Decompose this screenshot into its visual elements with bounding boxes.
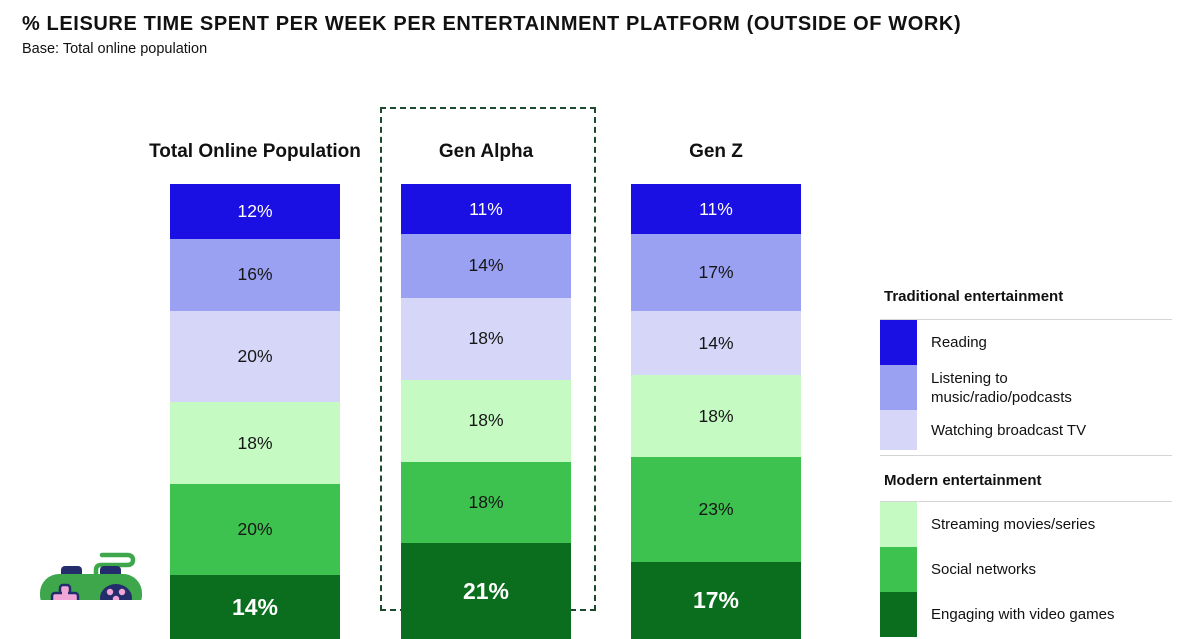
page-subtitle: Base: Total online population: [22, 41, 208, 57]
segment-value-label: 16%: [237, 264, 273, 285]
legend-item-label: Social networks: [931, 561, 1037, 578]
segment-reading: 12%: [170, 184, 340, 239]
segment-listening-to-music-radio-podcasts: 16%: [170, 238, 340, 312]
listening-to-music-radio-podcasts-swatch-icon: [880, 365, 917, 410]
segment-value-label: 14%: [698, 332, 734, 353]
legend-item-engaging-with-video-games: Engaging with video games: [880, 592, 1172, 637]
buttons-cluster-icon: [100, 584, 132, 600]
legend-item-label: Listening to music/radio/podcasts: [931, 369, 1072, 406]
legend-item-label: Reading: [931, 334, 987, 351]
segment-value-label: 18%: [468, 491, 504, 512]
game-controller-icon: [40, 552, 142, 600]
segment-value-label: 14%: [231, 593, 279, 620]
segment-streaming-movies-series: 18%: [170, 402, 340, 485]
bar-group-header-gen-z: Gen Z: [689, 141, 743, 162]
segment-value-label: 20%: [237, 519, 273, 540]
segment-watching-broadcast-tv: 18%: [401, 297, 571, 380]
segment-engaging-with-video-games: 17%: [631, 561, 801, 639]
segment-value-label: 18%: [237, 432, 273, 453]
segment-reading: 11%: [401, 184, 571, 235]
segment-value-label: 20%: [237, 346, 273, 367]
bar-stack-total-online-population: 12% 16% 20% 18% 20% 14%: [170, 184, 340, 639]
legend-section-traditional-entertainment: Traditional entertainment Reading Listenin…: [880, 288, 1172, 450]
legend-item-reading: Reading: [880, 320, 1172, 365]
segment-value-label: 18%: [698, 405, 734, 426]
legend-item-listening-to-music-radio-podcasts: Listening to music/radio/podcasts: [880, 365, 1172, 410]
segment-listening-to-music-radio-podcasts: 17%: [631, 234, 801, 312]
watching-broadcast-tv-swatch-icon: [880, 410, 917, 450]
bar-stack-gen-z: 11% 17% 14% 18% 23% 17%: [631, 184, 801, 639]
segment-social-networks: 18%: [401, 461, 571, 544]
segment-social-networks: 20%: [170, 484, 340, 576]
segment-engaging-with-video-games: 21%: [401, 543, 571, 639]
segment-value-label: 17%: [692, 586, 740, 613]
engaging-with-video-games-swatch-icon: [880, 592, 917, 637]
legend-item-label: Streaming movies/series: [931, 516, 1096, 533]
legend-item-watching-broadcast-tv: Watching broadcast TV: [880, 410, 1172, 450]
segment-value-label: 12%: [237, 200, 273, 221]
segment-value-label: 17%: [698, 262, 734, 283]
segment-watching-broadcast-tv: 14%: [631, 311, 801, 376]
segment-value-label: 11%: [699, 198, 733, 219]
legend-section-heading: Modern entertainment: [880, 472, 1172, 502]
segment-watching-broadcast-tv: 20%: [170, 311, 340, 403]
reading-swatch-icon: [880, 320, 917, 365]
bar-group-header-total-online-population: Total Online Population: [149, 141, 361, 162]
bar-group-header-gen-alpha: Gen Alpha: [438, 141, 534, 162]
legend-section-heading: Traditional entertainment: [880, 288, 1172, 320]
segment-value-label: 23%: [698, 498, 734, 519]
streaming-movies-series-swatch-icon: [880, 502, 917, 547]
segment-value-label: 18%: [468, 410, 504, 431]
segment-streaming-movies-series: 18%: [631, 375, 801, 457]
segment-reading: 11%: [631, 184, 801, 235]
dpad-icon: [50, 583, 80, 600]
segment-value-label: 21%: [462, 577, 510, 604]
legend-section-modern-entertainment: Modern entertainment Streaming movies/ser…: [880, 455, 1172, 637]
social-networks-swatch-icon: [880, 547, 917, 592]
segment-engaging-with-video-games: 14%: [170, 575, 340, 639]
legend-item-label: Watching broadcast TV: [931, 421, 1087, 439]
segment-value-label: 18%: [468, 328, 504, 349]
segment-social-networks: 23%: [631, 456, 801, 562]
chart-legend: Traditional entertainment Reading Listenin…: [880, 288, 1172, 637]
segment-value-label: 14%: [468, 255, 504, 276]
segment-value-label: 11%: [469, 198, 503, 219]
page-title: % LEISURE TIME SPENT PER WEEK PER ENTERT…: [22, 13, 962, 35]
legend-item-social-networks: Social networks: [880, 547, 1172, 592]
segment-listening-to-music-radio-podcasts: 14%: [401, 234, 571, 298]
segment-streaming-movies-series: 18%: [401, 379, 571, 462]
legend-item-label: Engaging with video games: [931, 606, 1115, 623]
legend-item-streaming-movies-series: Streaming movies/series: [880, 502, 1172, 547]
bar-stack-gen-alpha: 11% 14% 18% 18% 18% 21%: [401, 184, 571, 639]
